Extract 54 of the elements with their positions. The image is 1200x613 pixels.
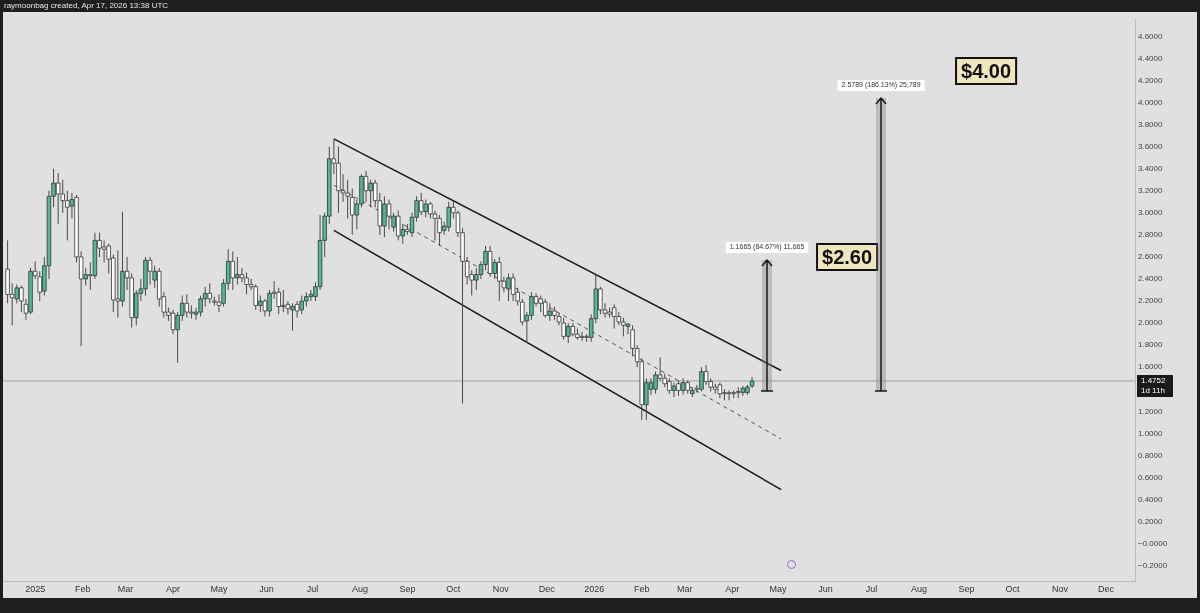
y-tick-label: 2.8000 [1138,230,1164,240]
y-tick-label: 4.0000 [1138,97,1164,107]
y-tick-label: 4.4000 [1138,53,1164,63]
y-tick-label: 2.4000 [1138,274,1164,284]
x-tick-label: Apr [725,584,740,595]
y-tick-label: 3.4000 [1138,163,1164,173]
x-tick-label: Aug [351,584,368,595]
candlestick [198,295,203,317]
x-tick-label: Mar [117,584,134,595]
y-tick-label: 1.2000 [1138,406,1164,416]
text: raymoonbag created, Apr 17, 2026 13:38 UTC [4,0,169,12]
y-tick-label: −0.0000 [1138,538,1168,548]
x-tick-label: 2025 [25,584,46,595]
y-tick-label: 4.6000 [1138,31,1164,41]
x-tick-label: Sep [958,584,975,595]
y-tick-label: 2.6000 [1138,252,1164,262]
y-tick-label: 3.0000 [1138,208,1164,218]
y-tick-label: 2.0000 [1138,318,1164,328]
x-tick-label: Apr [166,584,181,595]
ref-line-label: 1.4752 [1141,376,1167,386]
y-tick-label: 1.0000 [1138,428,1164,438]
y-tick-label: 0.8000 [1138,450,1164,460]
x-tick-label: Feb [634,584,650,595]
x-tick-label: Mar [676,584,693,595]
y-tick-label: 1.8000 [1138,340,1164,350]
y-tick-label: 0.2000 [1138,516,1164,526]
x-tick-label: Sep [399,584,416,595]
text: 1d 11h [1141,386,1165,396]
y-tick-label: −0.2000 [1138,560,1168,570]
y-tick-label: 3.6000 [1138,141,1164,151]
annotation: $2.60 [822,245,873,268]
y-tick-label: 3.2000 [1138,185,1164,195]
x-tick-label: Jul [306,584,319,595]
x-tick-label: Feb [74,584,91,595]
y-tick-label: 3.8000 [1138,119,1164,129]
x-tick-label: Aug [911,584,928,595]
x-tick-label: 2026 [584,584,605,595]
y-tick-label: 0.4000 [1138,494,1164,504]
x-tick-label: Oct [446,584,461,595]
x-tick-label: Dec [538,584,556,595]
x-tick-label: May [210,584,228,595]
x-tick-label: Dec [1097,584,1115,595]
x-tick-label: May [769,584,788,595]
y-tick-label: 4.2000 [1138,75,1164,85]
annotation: $4.00 [961,59,1012,82]
x-tick-label: Nov [1051,584,1069,595]
x-tick-label: Nov [492,584,510,595]
y-tick-label: 0.6000 [1138,472,1164,482]
y-tick-label: 2.2000 [1138,296,1164,306]
x-tick-label: Jul [865,584,878,595]
y-tick-label: 1.6000 [1138,362,1164,372]
x-tick-label: Jun [259,584,274,595]
x-tick-label: Jun [818,584,833,595]
x-tick-label: Oct [1005,584,1020,595]
